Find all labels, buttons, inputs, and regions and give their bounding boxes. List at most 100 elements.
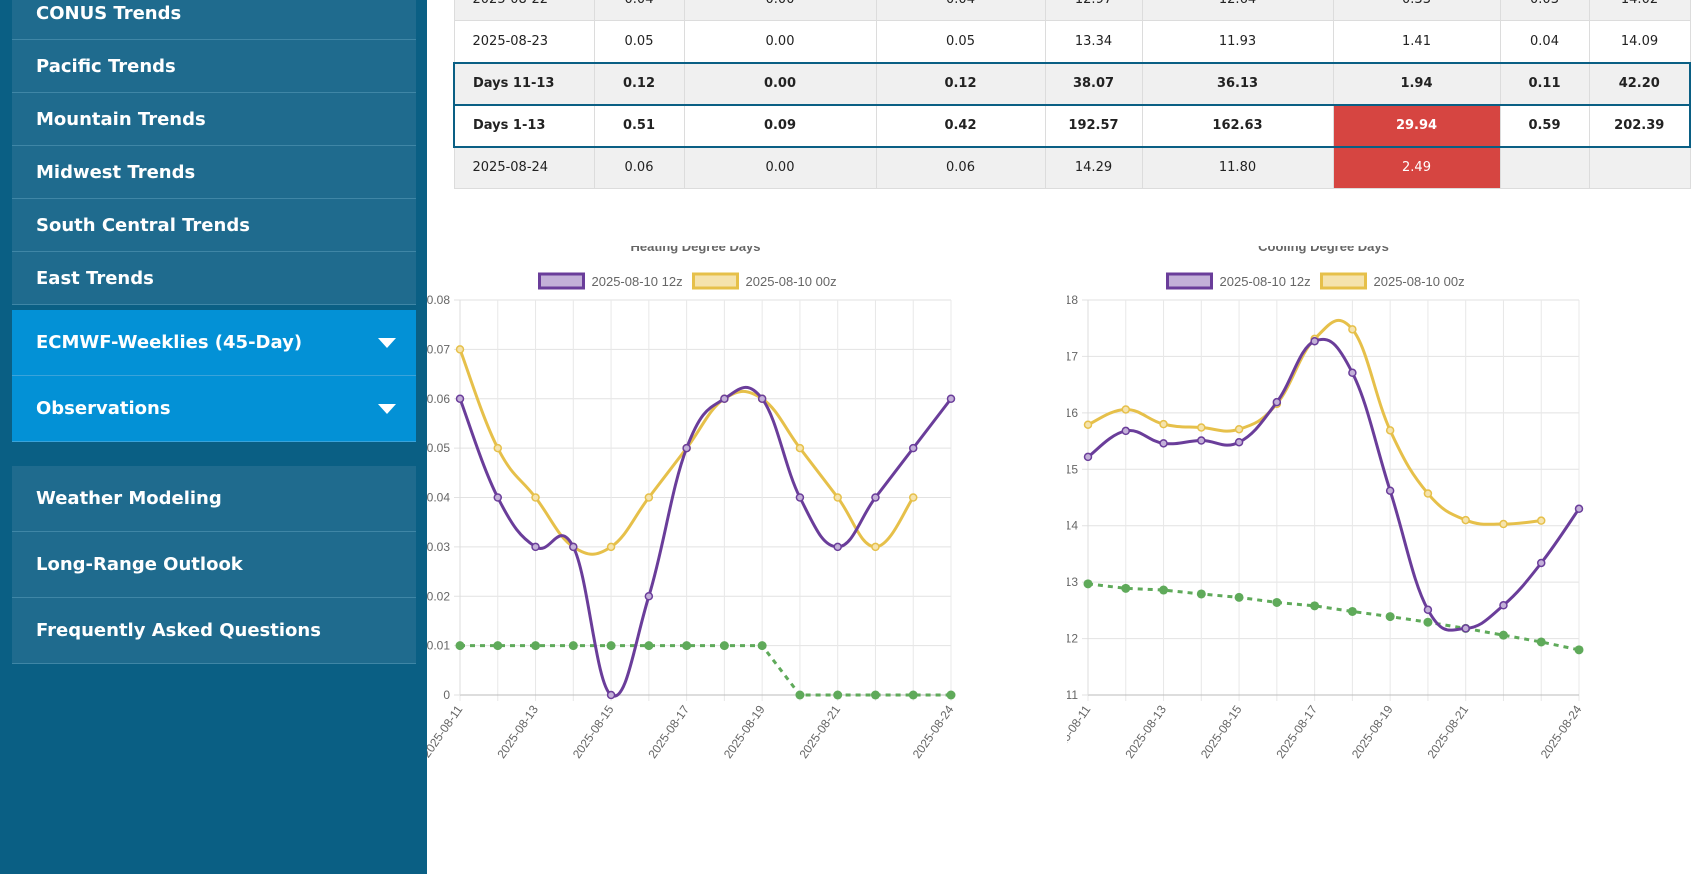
table-cell: 0.05 [875,20,1046,63]
data-point [644,592,654,601]
data-point [720,394,729,403]
degree-day-table: 2025-08-220.040.000.0412.9712.640.330.03… [453,0,1691,189]
data-point [1347,606,1357,616]
nav-item-label: East Trends [36,268,154,289]
data-point [1536,558,1546,568]
data-point [682,443,691,453]
table-row: Days 1-13 0.51 0.09 0.42 192.57 162.63 29.94 0.… [453,103,1691,148]
data-point [1385,486,1395,495]
cooling-degree-days-chart: Cooling Degree Days 2025-08-10 12z 2025-08… [1067,246,1585,761]
table-cell [1499,146,1590,189]
table-cell: 0.09 [683,103,877,148]
table-cell: 13.34 [1044,20,1143,63]
table-cell: 202.39 [1588,103,1691,148]
sidebar-item-mountain-trends[interactable]: Mountain Trends [12,93,416,146]
table-row: Days 11-13 0.12 0.00 0.12 38.07 36.13 1.94 0.11… [453,61,1691,106]
data-point [908,493,918,502]
table-cell: 2025-08-24 [453,146,595,189]
x-tick-label: 2025-08-21 [796,702,843,761]
data-point [1083,420,1093,429]
sidebar-item-midwest-trends[interactable]: Midwest Trends [12,146,416,199]
table-cell: 0.06 [875,146,1046,189]
data-point [644,641,654,651]
table-cell: 1.94 [1332,61,1501,106]
y-tick-label: 14 [1067,519,1078,533]
sidebar-dropdown-ecmwf-weeklies-45-day[interactable]: ECMWF-Weeklies (45-Day) [12,310,416,376]
nav-item-label: ECMWF-Weeklies (45-Day) [36,332,303,353]
table-cell: 0.04 [875,0,1046,21]
sidebar-dropdown-observations[interactable]: Observations [12,376,416,442]
data-point [1159,585,1169,595]
table-cell: 14.09 [1588,20,1691,63]
table-cell [1588,146,1691,189]
table-cell: 0.04 [1499,20,1590,63]
dropdown-nav-group: ECMWF-Weeklies (45-Day) Observations [12,310,416,442]
data-point [531,493,540,502]
y-tick-label: 0.07 [427,342,450,356]
table-cell: 29.94 [1332,103,1501,148]
x-tick-label: 2025-08-11 [1067,702,1094,760]
chevron-down-icon[interactable] [378,338,396,348]
sidebar-item-east-trends[interactable]: East Trends [12,252,416,305]
resources-nav-group: Weather Modeling Long-Range Outlook Freque… [12,466,416,664]
y-tick-label: 16 [1067,406,1078,420]
data-point [1234,437,1244,447]
data-point [1234,424,1244,434]
data-point [1499,601,1508,610]
x-tick-label: 2025-08-17 [1273,702,1320,761]
table-cell: 2025-08-23 [453,20,595,63]
x-tick-label: 2025-08-19 [1349,702,1396,761]
data-point [833,493,842,502]
table-cell: 2025-08-22 [453,0,595,21]
sidebar-item-conus-trends[interactable]: CONUS Trends [12,0,416,40]
series-line [458,385,953,698]
data-point [871,493,880,502]
data-point [455,394,465,403]
table-cell: Days 11-13 [453,61,595,106]
legend-swatch [538,272,585,290]
sidebar: CONUS Trends Pacific Trends Mountain Trend… [0,0,427,874]
legend-swatch [1166,272,1213,290]
y-tick-label: 0.02 [427,589,450,603]
sidebar-item-weather-modeling[interactable]: Weather Modeling [12,466,416,532]
sidebar-item-long-range-outlook[interactable]: Long-Range Outlook [12,532,416,598]
x-tick-label: 2025-08-13 [494,702,541,761]
data-point [1461,515,1470,525]
nav-item-label: South Central Trends [36,215,250,236]
x-tick-label: 2025-08-19 [721,702,768,761]
table-cell: Days 1-13 [453,103,595,148]
y-tick-label: 0 [443,688,450,702]
table-cell: 14.02 [1588,0,1691,21]
x-tick-label: 2025-08-24 [910,702,957,761]
legend-label: 2025-08-10 00z [746,274,837,289]
data-point [493,641,503,651]
data-point [757,641,767,651]
data-point [1536,516,1546,525]
table-cell: 0.12 [875,61,1046,106]
table-cell: 42.20 [1588,61,1691,106]
y-tick-label: 11 [1067,688,1078,702]
nav-item-label: Observations [36,398,171,419]
data-point [1574,645,1584,655]
data-point [1461,624,1470,633]
table-cell: 0.00 [683,0,877,21]
sidebar-item-pacific-trends[interactable]: Pacific Trends [12,40,416,93]
x-tick-label: 2025-08-15 [570,702,617,761]
data-point [1197,423,1206,432]
nav-item-label: Frequently Asked Questions [36,620,321,641]
data-point [1310,336,1319,346]
x-tick-label: 2025-08-21 [1424,702,1471,761]
series-line [460,644,951,697]
sidebar-item-frequently-asked-questions[interactable]: Frequently Asked Questions [12,598,416,664]
data-point [946,394,956,403]
x-tick-label: 2025-08-13 [1122,702,1169,761]
nav-item-label: Mountain Trends [36,109,206,130]
legend-label: 2025-08-10 00z [1374,274,1465,289]
data-point [833,542,842,552]
nav-item-label: Weather Modeling [36,488,222,509]
data-point [1272,397,1282,407]
table-cell: 0.42 [875,103,1046,148]
sidebar-item-south-central-trends[interactable]: South Central Trends [12,199,416,252]
table-cell: 38.07 [1044,61,1143,106]
chevron-down-icon[interactable] [378,404,396,414]
